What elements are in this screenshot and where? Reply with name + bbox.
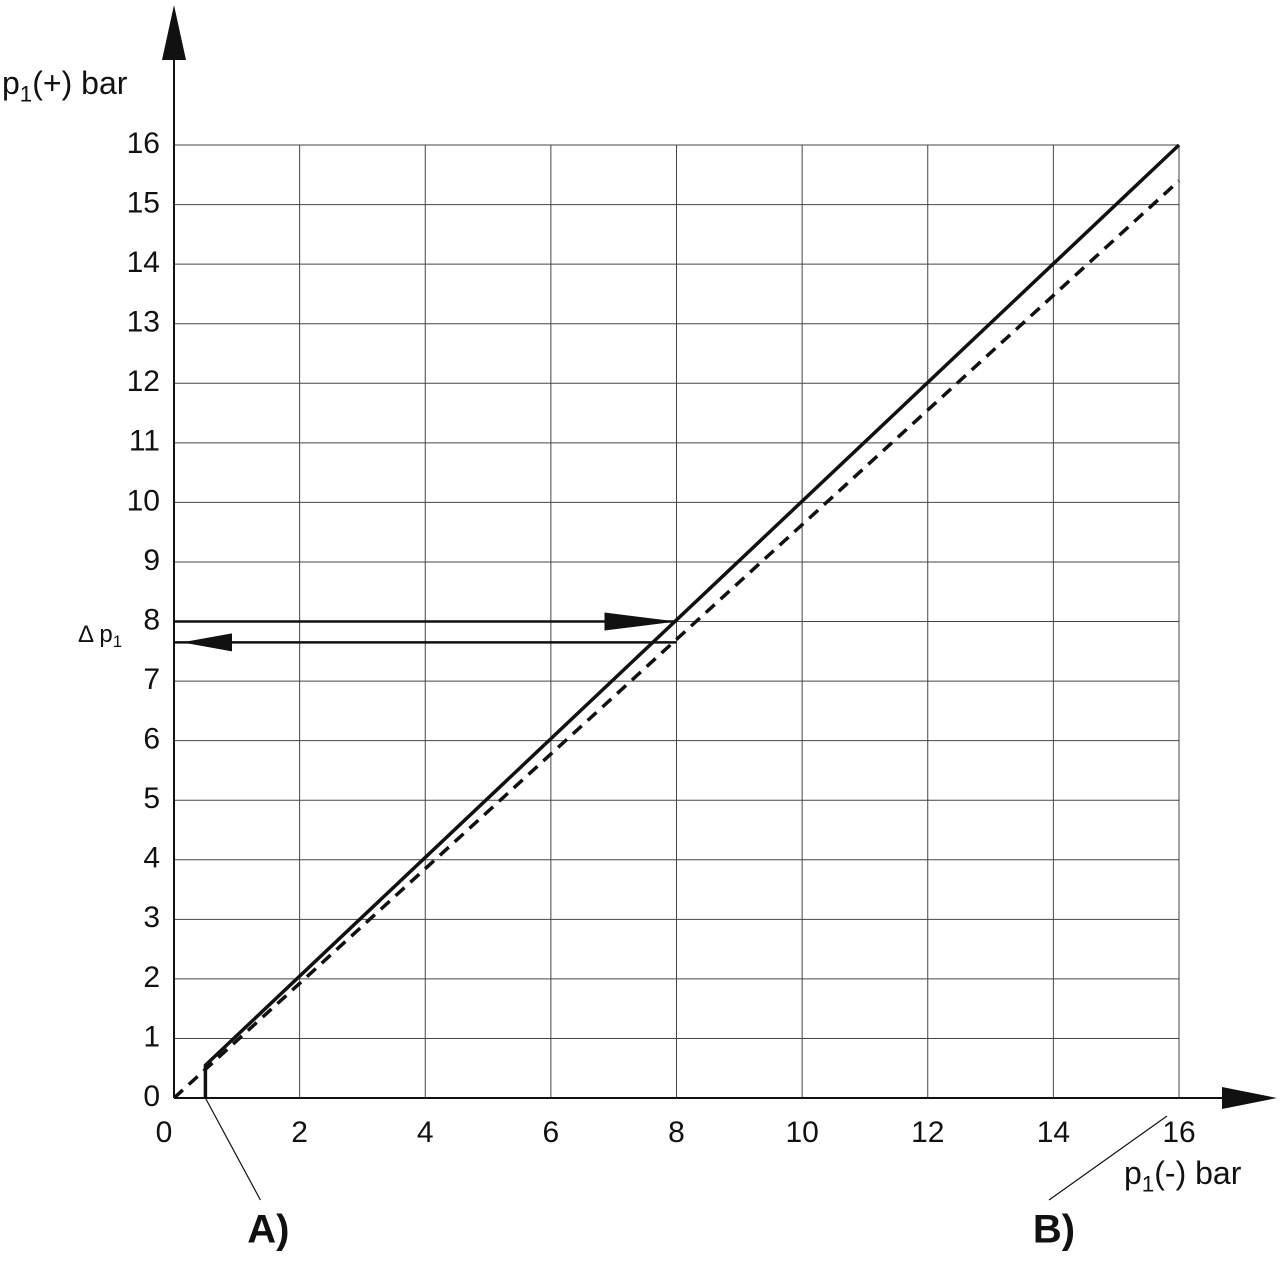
- y-tick-label: 14: [127, 246, 160, 279]
- data-line: [203, 143, 1181, 1098]
- x-axis-label-sub: 1: [1142, 1172, 1154, 1197]
- y-tick-label: 15: [127, 186, 160, 219]
- x-tick-label: 2: [291, 1116, 308, 1149]
- y-tick-label: 2: [143, 961, 160, 994]
- x-axis-label: p1(-) bar: [1124, 1155, 1242, 1196]
- x-axis-label-base: p: [1124, 1155, 1142, 1191]
- x-tick-label: 4: [417, 1116, 434, 1149]
- delta-label-sub: 1: [113, 633, 122, 652]
- y-tick-label: 16: [127, 127, 160, 160]
- x-tick-label: 12: [911, 1116, 944, 1149]
- x-axis-label-rest: (-) bar: [1154, 1155, 1241, 1191]
- y-axis-label-sub: 1: [20, 82, 32, 107]
- y-tick-label: 10: [127, 484, 160, 517]
- y-axis-label-rest: (+) bar: [32, 65, 127, 101]
- arrow-head: [182, 633, 232, 652]
- x-tick-label: 6: [543, 1116, 560, 1149]
- delta-label-base: Δ p: [78, 621, 113, 648]
- delta-label: Δ p1: [78, 621, 122, 651]
- y-tick-label: 8: [143, 603, 160, 636]
- y-tick-label: 5: [143, 782, 160, 815]
- y-tick-label: 7: [143, 663, 160, 696]
- data-line: [172, 179, 1181, 1100]
- y-tick-label: 4: [143, 842, 160, 875]
- x-tick-label: 8: [668, 1116, 685, 1149]
- y-tick-label: 12: [127, 365, 160, 398]
- y-axis-arrow: [162, 5, 186, 60]
- x-tick-label: 10: [785, 1116, 818, 1149]
- leader-line: [1048, 1115, 1168, 1201]
- x-axis-arrow: [1222, 1087, 1277, 1109]
- y-tick-label: 9: [143, 544, 160, 577]
- y-axis-label: p1(+) bar: [2, 65, 128, 106]
- x-tick-label: 14: [1037, 1116, 1070, 1149]
- annotation: A): [247, 1208, 289, 1252]
- x-tick-label: 0: [156, 1116, 173, 1149]
- y-tick-label: 13: [127, 306, 160, 339]
- leader-line: [204, 1097, 261, 1201]
- y-tick-label: 6: [143, 723, 160, 756]
- y-tick-label: 0: [143, 1080, 160, 1113]
- y-axis-label-base: p: [2, 65, 20, 101]
- y-tick-label: 1: [143, 1020, 160, 1053]
- y-tick-label: 3: [143, 901, 160, 934]
- x-tick-label: 16: [1162, 1116, 1195, 1149]
- y-tick-label: 11: [129, 425, 160, 458]
- arrow-head: [604, 612, 677, 631]
- annotation: B): [1033, 1208, 1075, 1252]
